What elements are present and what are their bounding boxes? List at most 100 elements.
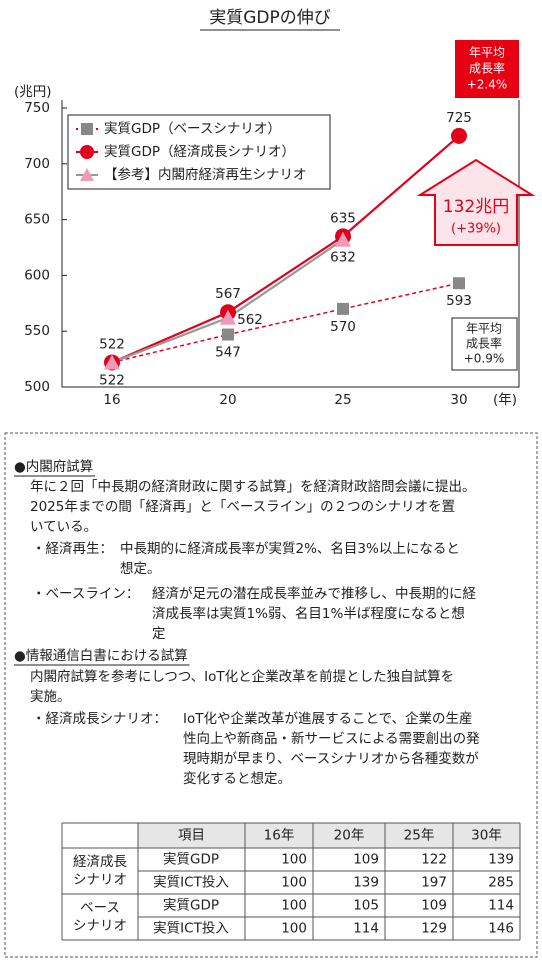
legend-label: 実質GDP（ベースシナリオ） xyxy=(104,121,281,137)
table-header: 16年 xyxy=(264,828,295,844)
data-label: 567 xyxy=(215,286,241,302)
axis-frame xyxy=(61,100,520,388)
data-label: 522 xyxy=(99,372,125,388)
table-cell: 109 xyxy=(353,852,379,868)
y-tick-label: 600 xyxy=(24,267,50,283)
table-cell: 実質ICT投入 xyxy=(153,875,229,891)
table-header: 項目 xyxy=(178,828,205,844)
marker xyxy=(335,231,351,247)
paragraph-line: いている。 xyxy=(30,519,97,535)
item-line: 経済が足元の潜在成長率並みで推移し、中長期的に経 xyxy=(152,585,476,602)
data-label: 593 xyxy=(446,293,472,309)
marker xyxy=(104,354,120,370)
table-cell: 122 xyxy=(421,852,447,868)
table-cell: 100 xyxy=(281,921,307,937)
annotation-text: 成長率 xyxy=(469,61,505,76)
item-line: 定 xyxy=(152,626,166,642)
legend-box xyxy=(67,114,331,190)
item-line: 中長期的に経済成長率が実質2%、名目3%以上になると xyxy=(120,540,460,557)
table-cell: 100 xyxy=(281,875,307,891)
annotation-text: (+39%) xyxy=(451,222,501,237)
item-line: 性向上や新商品・新サービスによる需要創出の発 xyxy=(183,731,480,747)
chart-title: 実質GDPの伸び xyxy=(209,8,331,28)
table-header: 30年 xyxy=(471,828,502,844)
item-line: IoT化や企業改革が進展することで、企業の生産 xyxy=(183,710,473,727)
item-line: 済成長率は実質1%弱、名目1%半ば程度になると想 xyxy=(152,605,465,622)
data-label: 725 xyxy=(446,110,472,126)
table-cell: 114 xyxy=(353,921,379,937)
legend-label: 実質GDP（経済成長シナリオ） xyxy=(104,144,295,160)
item-label: ・経済成長シナリオ： xyxy=(32,711,167,727)
paragraph-line: 内閣府試算を参考にしつつ、IoT化と企業改革を前提とした独自試算を xyxy=(30,668,454,685)
data-label: 570 xyxy=(330,319,356,335)
annotation-box xyxy=(455,40,519,98)
table-cell: 100 xyxy=(281,852,307,868)
legend-label: 【参考】内閣府経済再生シナリオ xyxy=(104,166,307,183)
item-label: ・ベースライン： xyxy=(32,586,139,602)
table-cell: 139 xyxy=(488,852,514,868)
marker xyxy=(337,302,349,315)
table-cell: 114 xyxy=(488,898,514,914)
table-cell: 100 xyxy=(281,898,307,914)
paragraph-line: 2025年までの間「経済再」と「ベースライン」の２つのシナリオを置 xyxy=(30,499,455,515)
table-cell: 実質GDP xyxy=(163,852,219,868)
table-cell: 109 xyxy=(421,898,447,914)
x-axis-label: (年) xyxy=(493,392,517,408)
annotation-text: 年平均 xyxy=(466,322,502,336)
data-label: 547 xyxy=(215,345,241,361)
item-line: 変化すると想定。 xyxy=(183,770,291,787)
section-heading: ●情報通信白書における試算 xyxy=(14,648,188,664)
legend-marker xyxy=(80,145,94,159)
legend-marker xyxy=(81,123,93,135)
legend-marker xyxy=(80,168,94,181)
paragraph-line: 年に２回「中長期の経済財政に関する試算」を経済財政諮問会議に提出。 xyxy=(30,478,476,495)
y-tick-label: 700 xyxy=(24,156,50,172)
table-header: 25年 xyxy=(404,828,435,844)
item-label: ・経済再生： xyxy=(32,541,113,557)
table-cell: 129 xyxy=(421,921,447,937)
table-cell: 実質ICT投入 xyxy=(153,921,229,937)
annotation-text: 132兆円 xyxy=(443,197,509,217)
table-cell: 197 xyxy=(421,875,447,891)
notes-border xyxy=(4,432,538,958)
table-group: 経済成長 xyxy=(73,854,127,870)
x-tick-label: 20 xyxy=(219,392,236,408)
series-line xyxy=(111,282,460,364)
annotation-text: +0.9% xyxy=(464,352,505,366)
y-axis-label: (兆円) xyxy=(14,84,52,100)
marker xyxy=(220,309,236,325)
annotation-box xyxy=(451,317,518,371)
series-line xyxy=(111,135,460,364)
table-group: シナリオ xyxy=(73,918,127,934)
annotation-arrow xyxy=(416,158,536,246)
table-header-bg xyxy=(138,823,520,848)
table-cell: 実質GDP xyxy=(163,898,219,914)
marker xyxy=(451,127,467,144)
table-group: ベース xyxy=(80,900,120,916)
marker xyxy=(453,277,465,290)
table-cell: 285 xyxy=(488,875,514,891)
y-tick-label: 550 xyxy=(24,323,50,339)
y-tick-label: 750 xyxy=(24,100,50,116)
annotation-text: 成長率 xyxy=(466,336,502,351)
x-tick-label: 25 xyxy=(334,392,351,408)
item-line: 現時期が早まり、ベースシナリオから各種変数が xyxy=(183,750,479,767)
y-tick-label: 500 xyxy=(24,379,50,395)
table-cell: 146 xyxy=(488,921,514,937)
section-heading: ●内閣府試算 xyxy=(14,459,93,475)
y-tick-label: 650 xyxy=(24,212,50,228)
table-header: 20年 xyxy=(334,828,365,844)
annotation-text: 年平均 xyxy=(469,46,505,60)
marker xyxy=(222,328,234,341)
data-label: 632 xyxy=(330,250,356,266)
x-tick-label: 16 xyxy=(103,392,120,408)
data-label: 635 xyxy=(330,210,356,226)
table-cell: 139 xyxy=(353,875,379,891)
data-label: 562 xyxy=(237,312,263,328)
item-line: 想定。 xyxy=(120,561,161,577)
table-group: シナリオ xyxy=(73,872,127,888)
data-label: 522 xyxy=(99,336,125,352)
table-cell: 105 xyxy=(353,898,379,914)
paragraph-line: 実施。 xyxy=(30,689,71,705)
